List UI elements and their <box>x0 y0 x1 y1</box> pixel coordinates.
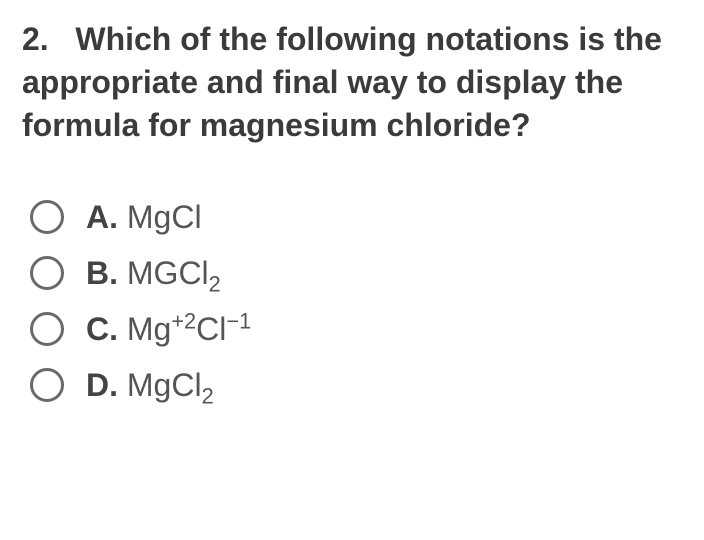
option-formula: MgCl2 <box>127 367 214 403</box>
question-number: 2. <box>22 21 49 57</box>
question-container: 2. Which of the following notations is t… <box>0 0 704 427</box>
option-label: D. <box>86 367 118 403</box>
option-content: D. MgCl2 <box>86 361 214 409</box>
question-text: Which of the following notations is the … <box>22 21 662 143</box>
option-b[interactable]: B. MGCl2 <box>30 249 682 297</box>
option-formula: MgCl <box>127 199 202 235</box>
option-c[interactable]: C. Mg+2Cl−1 <box>30 305 682 353</box>
option-content: C. Mg+2Cl−1 <box>86 305 251 353</box>
option-content: A. MgCl <box>86 193 202 241</box>
radio-icon[interactable] <box>30 256 64 290</box>
option-label: A. <box>86 199 118 235</box>
radio-icon[interactable] <box>30 368 64 402</box>
radio-icon[interactable] <box>30 200 64 234</box>
option-formula: MGCl2 <box>127 255 221 291</box>
option-label: C. <box>86 311 118 347</box>
question-text-block: 2. Which of the following notations is t… <box>22 18 682 147</box>
option-a[interactable]: A. MgCl <box>30 193 682 241</box>
options-list: A. MgCl B. MGCl2 C. Mg+2Cl−1 D. MgCl2 <box>22 193 682 409</box>
option-formula: Mg+2Cl−1 <box>127 311 251 347</box>
option-label: B. <box>86 255 118 291</box>
option-content: B. MGCl2 <box>86 249 221 297</box>
radio-icon[interactable] <box>30 312 64 346</box>
option-d[interactable]: D. MgCl2 <box>30 361 682 409</box>
